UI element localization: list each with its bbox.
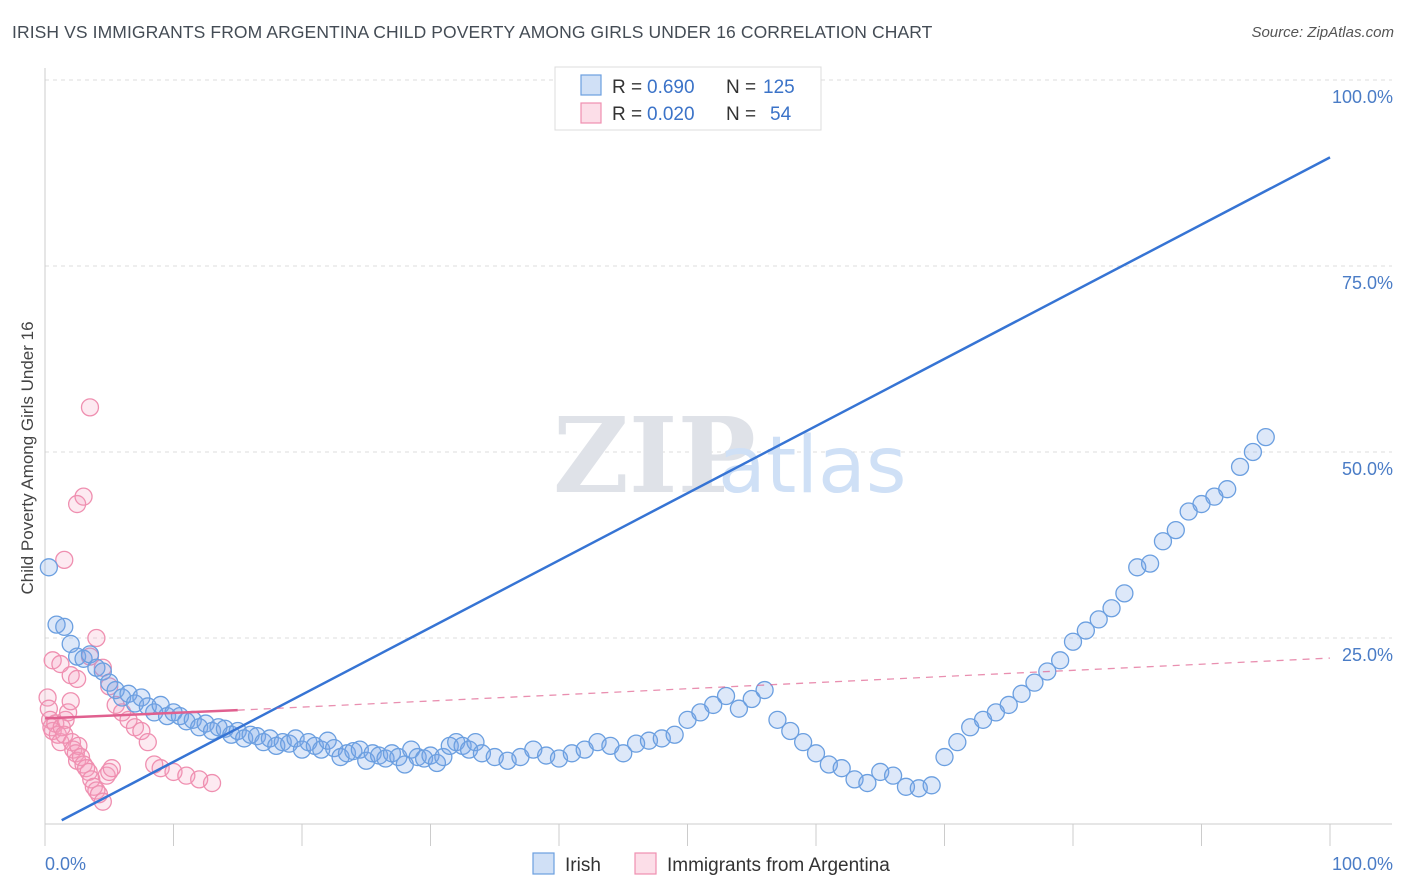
point-argentina [67, 669, 87, 689]
stats-swatch-argentina [580, 102, 602, 124]
point-irish [55, 617, 74, 636]
point-argentina [138, 733, 157, 752]
point-irish [1051, 651, 1070, 670]
grid [45, 79, 1392, 639]
y-tick-label: 75.0% [1342, 273, 1393, 293]
point-irish [402, 740, 421, 759]
stats-n-value-irish: 125 [763, 77, 795, 98]
point-irish [1089, 610, 1108, 629]
data-points [38, 398, 1275, 811]
point-irish [1218, 480, 1237, 499]
chart-title: IRISH VS IMMIGRANTS FROM ARGENTINA CHILD… [12, 22, 933, 42]
point-irish [794, 733, 813, 752]
point-irish [716, 686, 736, 706]
legend: Irish Immigrants from Argentina [532, 852, 890, 876]
point-irish [318, 731, 337, 750]
point-argentina [61, 692, 80, 711]
point-argentina [80, 398, 100, 417]
point-irish [832, 759, 851, 778]
point-argentina [55, 725, 74, 744]
trend-lines [44, 156, 1331, 822]
y-tick-label: 25.0% [1342, 645, 1393, 665]
point-irish [100, 673, 119, 692]
point-irish [434, 747, 453, 767]
point-irish [883, 766, 903, 785]
point-argentina [132, 721, 151, 741]
point-argentina [106, 695, 125, 715]
point-irish [768, 710, 787, 729]
tick-labels: 100.0% 75.0% 50.0% 25.0% 0.0% 100.0% [45, 87, 1393, 874]
stats-n-label-irish: N = [726, 77, 756, 98]
point-irish [39, 558, 59, 577]
point-irish [704, 695, 723, 715]
point-irish [344, 741, 363, 761]
point-argentina [71, 747, 91, 767]
x-tick-label: 100.0% [1332, 854, 1393, 874]
point-argentina [56, 710, 75, 729]
watermark-zip: ZIP [553, 394, 756, 517]
trend-line-argentina [44, 708, 238, 720]
point-argentina [202, 773, 222, 793]
stats-box: R = 0.690 N = 125 R = 0.020 N = 54 [554, 66, 822, 131]
legend-swatch-irish [532, 852, 555, 875]
point-irish [742, 689, 761, 709]
point-irish [1230, 457, 1250, 477]
stats-r-label-argentina: R = [612, 104, 642, 125]
y-tick-label: 50.0% [1342, 459, 1393, 479]
legend-label-argentina: Immigrants from Argentina [667, 855, 890, 876]
stats-n-value-argentina: 54 [770, 104, 792, 125]
point-irish [1166, 520, 1185, 540]
axes [44, 68, 1392, 846]
watermark-atlas: atlas [718, 421, 907, 511]
stats-swatch-irish [580, 74, 602, 96]
point-irish [614, 744, 633, 763]
point-argentina [51, 654, 70, 674]
point-irish [1115, 584, 1134, 603]
point-irish [858, 773, 877, 793]
point-irish [1140, 554, 1160, 573]
point-argentina [67, 494, 87, 514]
point-irish [922, 776, 941, 795]
y-axis-label: Child Poverty Among Girls Under 16 [18, 321, 37, 594]
watermark: ZIP atlas [553, 394, 907, 517]
source-credit: Source: ZipAtlas.com [1251, 24, 1394, 41]
point-irish [132, 688, 151, 707]
point-irish [1025, 673, 1044, 692]
stats-r-value-argentina: 0.020 [647, 104, 695, 125]
legend-label-irish: Irish [565, 855, 601, 876]
stats-r-label-irish: R = [612, 77, 642, 98]
point-irish [1076, 621, 1095, 640]
legend-swatch-argentina [634, 852, 657, 875]
point-irish [466, 733, 485, 752]
point-irish [93, 662, 112, 681]
point-argentina [102, 759, 121, 778]
point-irish [1243, 442, 1263, 462]
x-tick-label: 0.0% [45, 854, 86, 874]
point-argentina [112, 703, 132, 722]
point-argentina [87, 628, 106, 648]
point-irish [729, 699, 749, 718]
point-argentina [55, 550, 74, 570]
point-irish [999, 695, 1018, 715]
point-irish [1256, 427, 1275, 447]
point-irish [1063, 632, 1083, 651]
stats-r-value-irish: 0.690 [647, 77, 695, 98]
y-tick-label: 100.0% [1332, 87, 1393, 107]
stats-n-label-argentina: N = [726, 104, 756, 125]
point-argentina [69, 736, 88, 756]
trend-line-irish [61, 156, 1331, 822]
point-irish [665, 725, 684, 744]
point-irish [935, 747, 954, 767]
point-irish [781, 721, 800, 741]
point-argentina [74, 487, 93, 506]
point-irish [948, 733, 967, 752]
point-argentina [82, 770, 101, 789]
trend-line-extension-argentina [237, 657, 1331, 711]
point-irish [1102, 599, 1121, 618]
point-irish [806, 744, 826, 763]
point-irish [1012, 684, 1031, 703]
point-irish [1153, 532, 1173, 551]
